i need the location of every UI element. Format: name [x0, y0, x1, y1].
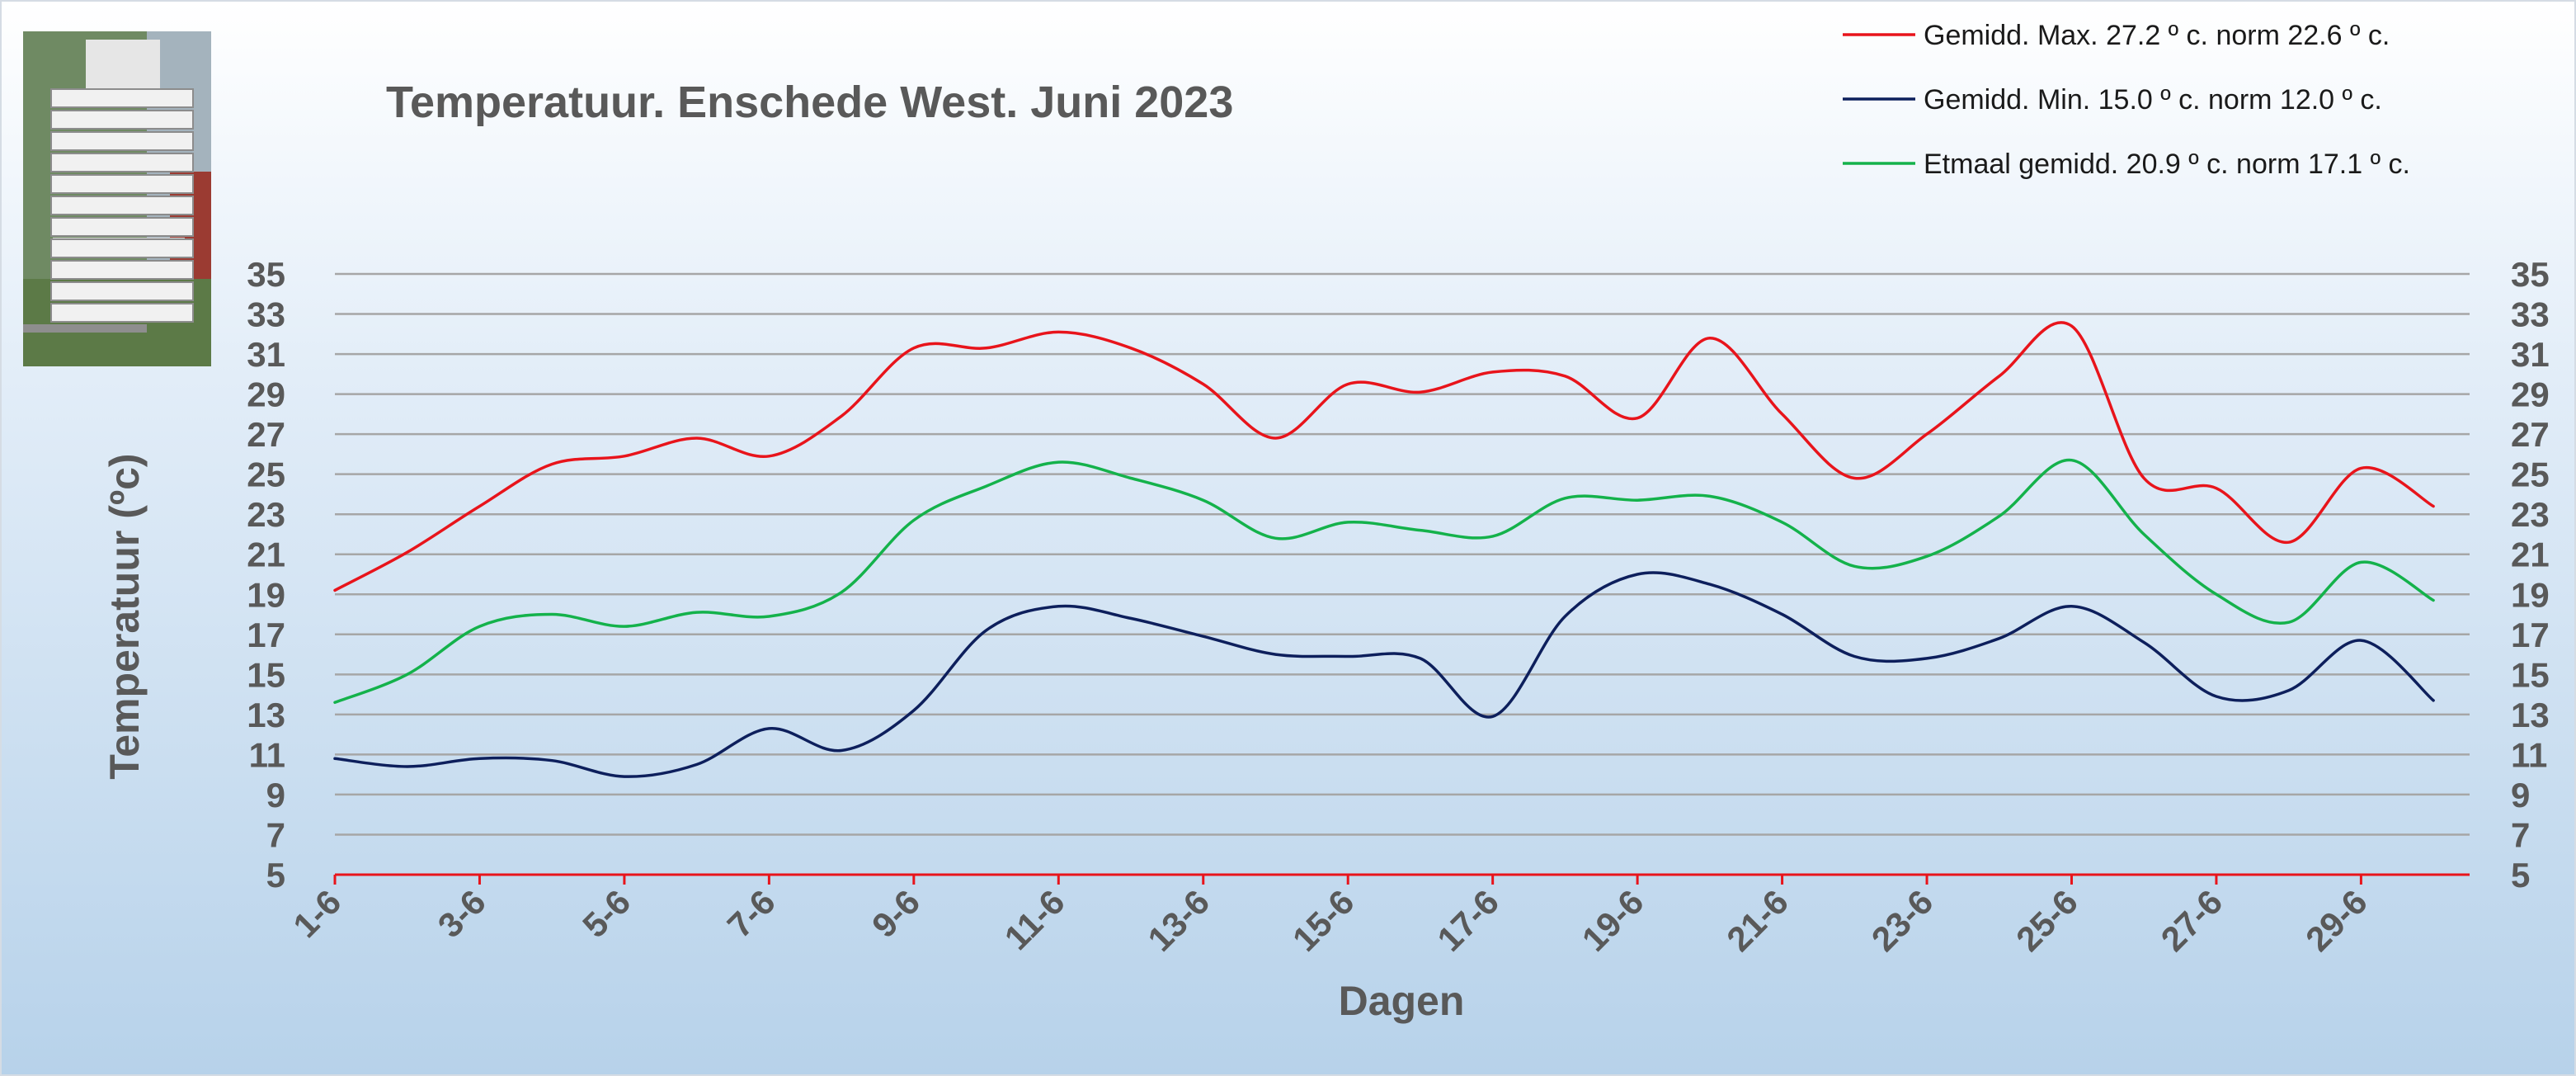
legend-label-min: Gemidd. Min. 15.0 º c. norm 12.0 º c.: [1924, 84, 2382, 116]
legend: Gemidd. Max. 27.2 º c. norm 22.6 º c. Gem…: [1843, 20, 2410, 180]
y-tick-label: 29: [247, 375, 285, 414]
x-tick-label: 27-6: [2154, 882, 2230, 959]
x-tick-label: 3-6: [431, 882, 493, 945]
y-tick-label: 23: [247, 495, 285, 534]
y-tick-label: 13: [247, 696, 285, 734]
series-line-etmaal: [333, 458, 2435, 705]
y-tick-label: 21: [247, 536, 285, 574]
y-tick-label: 27: [2511, 415, 2550, 454]
y-tick-label: 35: [2511, 255, 2550, 294]
grid-lines: [335, 272, 2470, 876]
y-tick-label: 29: [2511, 375, 2550, 414]
y-tick-label: 9: [2511, 776, 2530, 814]
x-tick-label: 29-6: [2298, 882, 2375, 959]
series-line-min: [333, 571, 2435, 778]
legend-label-etmaal: Etmaal gemidd. 20.9 º c. norm 17.1 º c.: [1924, 149, 2410, 180]
legend-label-max: Gemidd. Max. 27.2 º c. norm 22.6 º c.: [1924, 20, 2390, 51]
y-tick-label: 19: [247, 575, 285, 614]
x-tick-label: 21-6: [1719, 882, 1796, 959]
y-tick-label: 19: [2511, 575, 2550, 614]
y-tick-label: 15: [2511, 655, 2550, 694]
y-axis-title: Temperatuur (ºc): [101, 453, 148, 779]
series-lines: [333, 321, 2435, 778]
y-tick-label: 27: [247, 415, 285, 454]
chart-title: Temperatuur. Enschede West. Juni 2023: [386, 78, 1233, 127]
y-tick-label: 21: [2511, 536, 2550, 574]
x-tick-label: 23-6: [1864, 882, 1941, 959]
y-tick-label: 35: [247, 255, 285, 294]
y-tick-label: 25: [247, 455, 285, 494]
y-tick-label: 33: [2511, 295, 2550, 334]
x-tick-label: 5-6: [575, 882, 638, 945]
x-tick-label: 11-6: [997, 882, 1072, 957]
x-tick-label: 17-6: [1429, 882, 1506, 959]
y-tick-label: 31: [2511, 335, 2550, 374]
y-tick-label: 9: [266, 776, 285, 814]
y-tick-label: 5: [2511, 856, 2530, 894]
y-tick-label: 7: [266, 815, 285, 854]
x-tick-label: 19-6: [1575, 882, 1651, 959]
y-tick-label: 5: [266, 856, 285, 894]
y-tick-label: 15: [247, 655, 285, 694]
y-tick-label: 31: [247, 335, 285, 374]
x-tick-label: 1-6: [285, 882, 348, 945]
x-tick-label: 15-6: [1285, 882, 1362, 959]
y-tick-label: 23: [2511, 495, 2550, 534]
x-tick-label: 13-6: [1140, 882, 1217, 959]
y-tick-label: 11: [249, 735, 285, 774]
x-axis-title: Dagen: [1339, 978, 1465, 1024]
y-tick-label: 11: [2511, 735, 2547, 774]
y-tick-label: 33: [247, 295, 285, 334]
weather-station-photo: [23, 31, 211, 366]
x-tick-label: 9-6: [864, 882, 927, 945]
x-tick-label: 7-6: [720, 882, 783, 945]
y-tick-label: 25: [2511, 455, 2550, 494]
series-line-max: [333, 321, 2435, 592]
y-tick-label: 17: [247, 616, 285, 654]
x-axis: 1-6 3-6 5-6 7-6 9-6 11-6 13-6 15-6 17-6 19-6 21-6 2…: [285, 875, 2375, 959]
y-tick-label: 7: [2511, 815, 2530, 854]
y-tick-label: 13: [2511, 696, 2550, 734]
y-tick-label: 17: [2511, 616, 2550, 654]
x-tick-label: 25-6: [2009, 882, 2085, 959]
